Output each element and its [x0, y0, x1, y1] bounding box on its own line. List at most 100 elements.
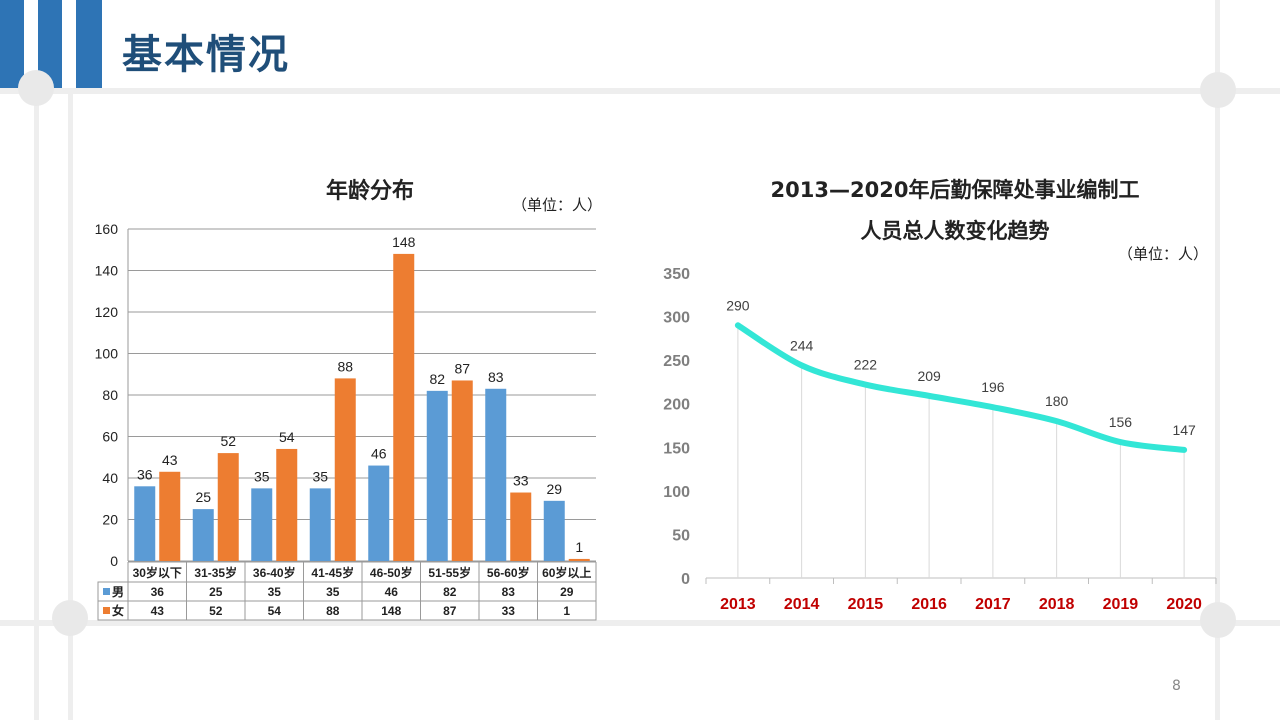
frame-line-bottom	[0, 620, 1280, 626]
bar-female	[217, 453, 239, 561]
bar-male	[192, 509, 214, 561]
data-label-female: 88	[337, 358, 353, 374]
header-accent-bar-3	[76, 0, 102, 88]
age-chart-title: 年龄分布	[325, 179, 414, 204]
table-cell-male: 82	[443, 585, 457, 599]
bar-female	[159, 471, 181, 561]
y-tick-label: 250	[663, 353, 690, 370]
y-tick-label: 0	[110, 553, 118, 569]
frame-dot-bottom-left	[52, 600, 88, 636]
legend-label-female: 女	[112, 603, 124, 618]
frame-line-left-2	[68, 88, 73, 720]
table-cell-male: 83	[502, 585, 516, 599]
age-distribution-chart: 0 20 40 60 80 100 120 140 160 36 43 25 52 35 54 35 88 46 1…	[95, 221, 597, 621]
bar-male	[426, 390, 448, 561]
data-label: 147	[1172, 422, 1196, 438]
legend-swatch-female	[103, 607, 110, 614]
data-label-male: 35	[312, 468, 328, 484]
y-tick-label: 140	[95, 263, 119, 279]
data-label: 196	[981, 379, 1005, 395]
trend-chart-unit: （单位：人）	[1118, 245, 1209, 263]
age-chart-unit: （单位：人）	[512, 196, 603, 214]
y-tick-label: 200	[663, 397, 690, 414]
x-tick-label: 2013	[720, 596, 756, 613]
y-tick-label: 150	[663, 440, 690, 457]
header-accent-bar-1	[0, 0, 24, 88]
y-tick-label: 120	[95, 304, 119, 320]
table-cell-female: 87	[443, 604, 457, 618]
x-tick-label: 2019	[1103, 596, 1139, 613]
bar-female	[393, 253, 415, 561]
y-tick-label: 50	[672, 527, 690, 544]
frame-dot-top-right	[1200, 72, 1236, 108]
data-label: 209	[917, 368, 941, 384]
data-label-female: 33	[513, 473, 529, 489]
data-label-female: 52	[220, 433, 236, 449]
category-label: 46-50岁	[370, 565, 413, 580]
bar-female	[334, 378, 356, 561]
staff-trend-chart: 0 50 100 150 200 250 300 350 290 2013 244 2014 222 20…	[663, 266, 1217, 613]
y-tick-label: 300	[663, 310, 690, 327]
x-tick-label: 2017	[975, 596, 1011, 613]
x-tick-label: 2014	[784, 596, 820, 613]
data-label-female: 87	[454, 360, 470, 376]
bar-female	[451, 380, 473, 561]
trend-line	[734, 322, 1188, 453]
table-cell-female: 54	[268, 604, 282, 618]
table-cell-female: 43	[151, 604, 165, 618]
bar-female	[276, 448, 298, 561]
data-label-male: 83	[488, 369, 504, 385]
frame-dot-top-left	[18, 70, 54, 106]
data-label: 222	[854, 357, 878, 373]
legend-swatch-male	[103, 588, 110, 595]
category-label: 56-60岁	[487, 565, 530, 580]
category-label: 60岁以上	[542, 565, 591, 580]
data-label-male: 36	[137, 466, 153, 482]
y-tick-label: 80	[102, 387, 118, 403]
table-cell-male: 35	[268, 585, 282, 599]
category-label: 36-40岁	[253, 565, 296, 580]
data-label-male: 25	[195, 489, 211, 505]
y-tick-label: 60	[102, 429, 118, 445]
table-cell-male: 36	[151, 585, 165, 599]
y-tick-label: 350	[663, 266, 690, 283]
category-label: 41-45岁	[311, 565, 354, 580]
y-tick-label: 20	[102, 512, 118, 528]
frame-line-right	[1215, 0, 1220, 720]
category-label: 31-35岁	[194, 565, 237, 580]
data-label-male: 29	[546, 481, 562, 497]
frame-line-top	[0, 88, 1280, 94]
x-tick-label: 2016	[911, 596, 947, 613]
table-cell-female: 88	[326, 604, 340, 618]
data-label: 290	[726, 297, 750, 313]
bar-male	[251, 488, 273, 561]
data-label: 180	[1045, 393, 1069, 409]
y-tick-label: 100	[95, 346, 119, 362]
bar-female	[568, 558, 590, 561]
y-tick-label: 40	[102, 470, 118, 486]
table-cell-male: 46	[385, 585, 399, 599]
bar-male	[485, 388, 507, 561]
bar-male	[368, 465, 390, 561]
data-label-female: 54	[279, 429, 295, 445]
bar-male	[309, 488, 331, 561]
data-label: 244	[790, 337, 814, 353]
page-title: 基本情况	[122, 32, 290, 78]
table-cell-female: 148	[381, 604, 401, 618]
data-label-female: 148	[392, 234, 416, 250]
x-tick-label: 2018	[1039, 596, 1075, 613]
data-label-male: 46	[371, 446, 387, 462]
data-label-male: 35	[254, 468, 270, 484]
bar-male	[543, 500, 565, 561]
category-label: 30岁以下	[133, 565, 182, 580]
table-cell-male: 35	[326, 585, 340, 599]
bar-male	[134, 486, 156, 561]
bar-female	[510, 492, 532, 561]
category-label: 51-55岁	[428, 565, 471, 580]
table-cell-female: 52	[209, 604, 223, 618]
y-tick-label: 0	[681, 571, 690, 588]
page-number: 8	[1172, 678, 1181, 694]
y-tick-label: 100	[663, 484, 690, 501]
legend-label-male: 男	[112, 585, 124, 599]
frame-line-left	[34, 88, 39, 720]
